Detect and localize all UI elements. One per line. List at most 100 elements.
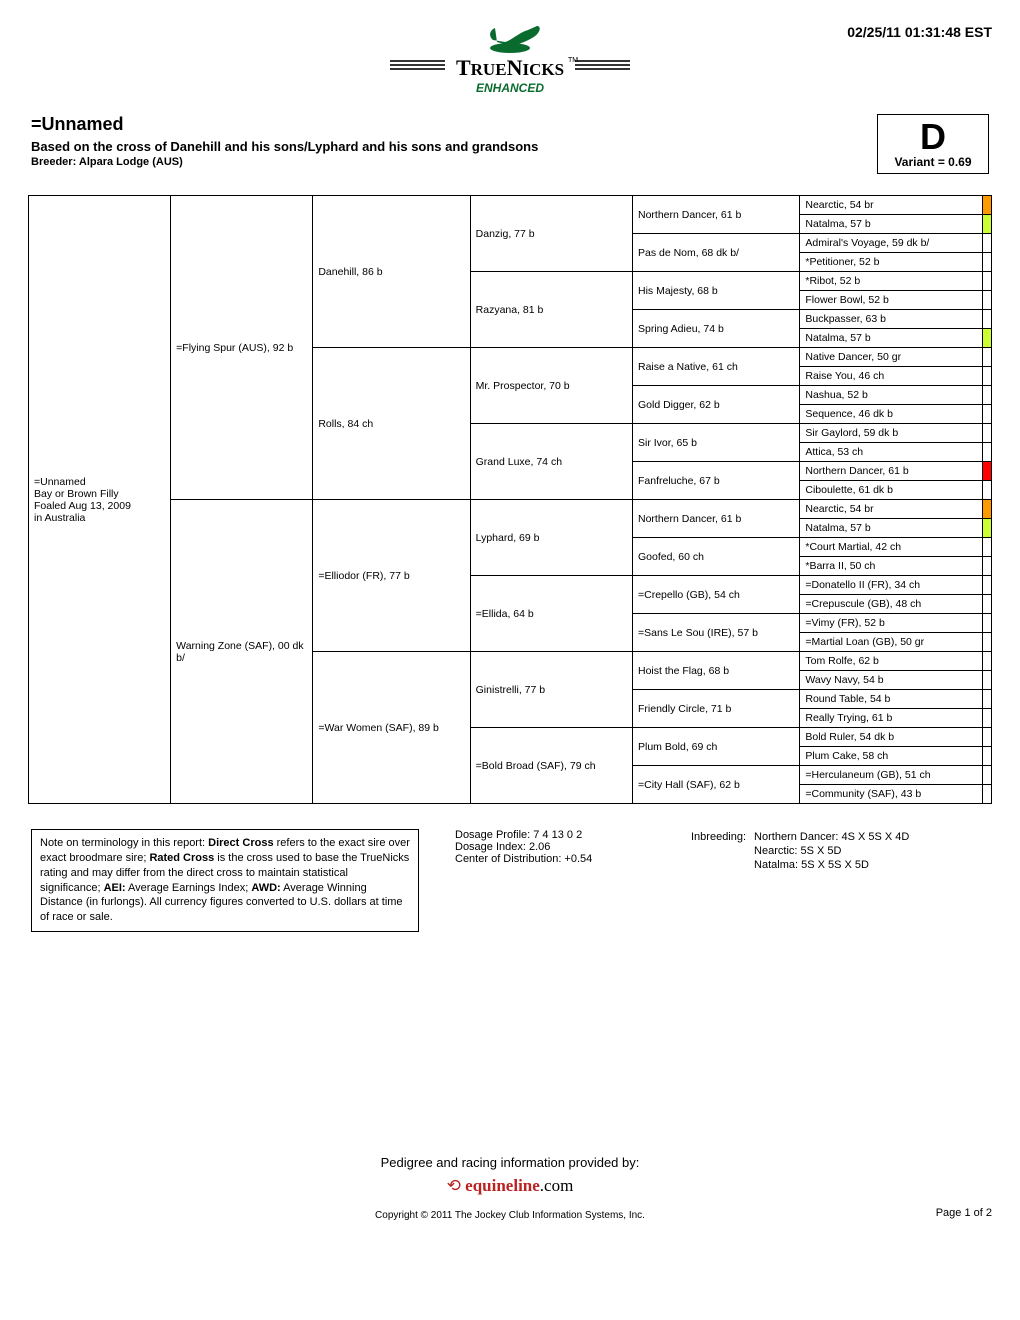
pedigree-color-tag [982,709,991,728]
pedigree-gen4: His Majesty, 68 b [632,272,799,310]
pedigree-gen5: Natalma, 57 b [800,519,983,538]
pedigree-color-tag [982,671,991,690]
pedigree-color-tag [982,386,991,405]
pedigree-gen5: Admiral's Voyage, 59 dk b/ [800,234,983,253]
dosage-index: Dosage Index: 2.06 [455,841,685,853]
pedigree-gen4: Raise a Native, 61 ch [632,348,799,386]
grade-letter: D [888,119,978,155]
pedigree-gen5: Raise You, 46 ch [800,367,983,386]
pedigree-gen3: Mr. Prospector, 70 b [470,348,632,424]
pedigree-color-tag [982,538,991,557]
pedigree-color-tag [982,595,991,614]
pedigree-gen5: *Barra II, 50 ch [800,557,983,576]
pedigree-color-tag [982,253,991,272]
pedigree-gen4: Friendly Circle, 71 b [632,690,799,728]
report-header: =Unnamed Based on the cross of Danehill … [28,111,992,177]
pedigree-gen5: =Herculaneum (GB), 51 ch [800,766,983,785]
pedigree-gen5: Bold Ruler, 54 dk b [800,728,983,747]
pedigree-gen5: Plum Cake, 58 ch [800,747,983,766]
pedigree-color-tag [982,614,991,633]
pedigree-gen5: =Vimy (FR), 52 b [800,614,983,633]
dosage-cd: Center of Distribution: +0.54 [455,853,685,865]
pedigree-gen3: Lyphard, 69 b [470,500,632,576]
pedigree-table: =Unnamed Bay or Brown Filly Foaled Aug 1… [28,195,992,804]
equineline-logo: ⟲ equineline.com [28,1176,992,1196]
pedigree-gen5: Tom Rolfe, 62 b [800,652,983,671]
pedigree-color-tag [982,462,991,481]
pedigree-color-tag [982,329,991,348]
pedigree-gen3: =Ellida, 64 b [470,576,632,652]
svg-text:ENHANCED: ENHANCED [476,81,544,95]
pedigree-gen4: Gold Digger, 62 b [632,386,799,424]
pedigree-color-tag [982,728,991,747]
pedigree-gen2: Rolls, 84 ch [313,348,470,500]
pedigree-gen2: =War Women (SAF), 89 b [313,652,470,804]
pedigree-gen5: Round Table, 54 b [800,690,983,709]
pedigree-color-tag [982,690,991,709]
pedigree-gen1: =Flying Spur (AUS), 92 b [171,196,313,500]
pedigree-color-tag [982,348,991,367]
pedigree-gen2: =Elliodor (FR), 77 b [313,500,470,652]
pedigree-color-tag [982,785,991,804]
pedigree-gen5: Northern Dancer, 61 b [800,462,983,481]
pedigree-gen5: *Petitioner, 52 b [800,253,983,272]
pedigree-gen4: Pas de Nom, 68 dk b/ [632,234,799,272]
inbreeding-item: Natalma: 5S X 5S X 5D [754,859,915,871]
pedigree-subject: =Unnamed Bay or Brown Filly Foaled Aug 1… [29,196,171,804]
pedigree-gen5: *Court Martial, 42 ch [800,538,983,557]
pedigree-gen5: Sequence, 46 dk b [800,405,983,424]
pedigree-gen4: Hoist the Flag, 68 b [632,652,799,690]
svg-text:TRUENICKS: TRUENICKS [456,55,564,80]
svg-text:TM: TM [568,57,578,64]
pedigree-color-tag [982,405,991,424]
pedigree-gen5: Really Trying, 61 b [800,709,983,728]
pedigree-color-tag [982,215,991,234]
pedigree-gen4: Goofed, 60 ch [632,538,799,576]
pedigree-gen4: Fanfreluche, 67 b [632,462,799,500]
pedigree-gen5: Native Dancer, 50 gr [800,348,983,367]
pedigree-color-tag [982,766,991,785]
dosage-profile: Dosage Profile: 7 4 13 0 2 [455,829,685,841]
pedigree-gen4: Northern Dancer, 61 b [632,196,799,234]
pedigree-gen4: =Sans Le Sou (IRE), 57 b [632,614,799,652]
pedigree-gen5: Nashua, 52 b [800,386,983,405]
grade-box: D Variant = 0.69 [877,114,989,174]
pedigree-gen4: Northern Dancer, 61 b [632,500,799,538]
pedigree-gen5: =Community (SAF), 43 b [800,785,983,804]
pedigree-color-tag [982,576,991,595]
pedigree-gen3: Grand Luxe, 74 ch [470,424,632,500]
pedigree-color-tag [982,272,991,291]
pedigree-color-tag [982,196,991,215]
pedigree-color-tag [982,443,991,462]
pedigree-color-tag [982,291,991,310]
breeder: Breeder: Alpara Lodge (AUS) [31,156,873,168]
pedigree-color-tag [982,652,991,671]
pedigree-gen4: Sir Ivor, 65 b [632,424,799,462]
pedigree-gen5: Attica, 53 ch [800,443,983,462]
pedigree-gen1: Warning Zone (SAF), 00 dk b/ [171,500,313,804]
pedigree-gen3: =Bold Broad (SAF), 79 ch [470,728,632,804]
pedigree-color-tag [982,633,991,652]
pedigree-gen4: =Crepello (GB), 54 ch [632,576,799,614]
inbreeding-item: Nearctic: 5S X 5D [754,845,915,857]
inbreeding-label: Inbreeding: [691,831,752,843]
pedigree-gen3: Danzig, 77 b [470,196,632,272]
pedigree-gen5: Nearctic, 54 br [800,196,983,215]
pedigree-gen2: Danehill, 86 b [313,196,470,348]
pedigree-gen3: Razyana, 81 b [470,272,632,348]
horse-name: =Unnamed [31,114,873,135]
pedigree-color-tag [982,500,991,519]
pedigree-gen3: Ginistrelli, 77 b [470,652,632,728]
pedigree-color-tag [982,747,991,766]
pedigree-gen5: Ciboulette, 61 dk b [800,481,983,500]
pedigree-color-tag [982,424,991,443]
pedigree-gen5: =Crepuscule (GB), 48 ch [800,595,983,614]
inbreeding-item: Northern Dancer: 4S X 5S X 4D [754,831,915,843]
pedigree-gen5: Nearctic, 54 br [800,500,983,519]
pedigree-gen5: Natalma, 57 b [800,215,983,234]
pedigree-gen5: Buckpasser, 63 b [800,310,983,329]
pedigree-gen5: =Donatello II (FR), 34 ch [800,576,983,595]
cross-text: Based on the cross of Danehill and his s… [31,139,873,154]
pedigree-gen5: =Martial Loan (GB), 50 gr [800,633,983,652]
pedigree-gen4: Plum Bold, 69 ch [632,728,799,766]
